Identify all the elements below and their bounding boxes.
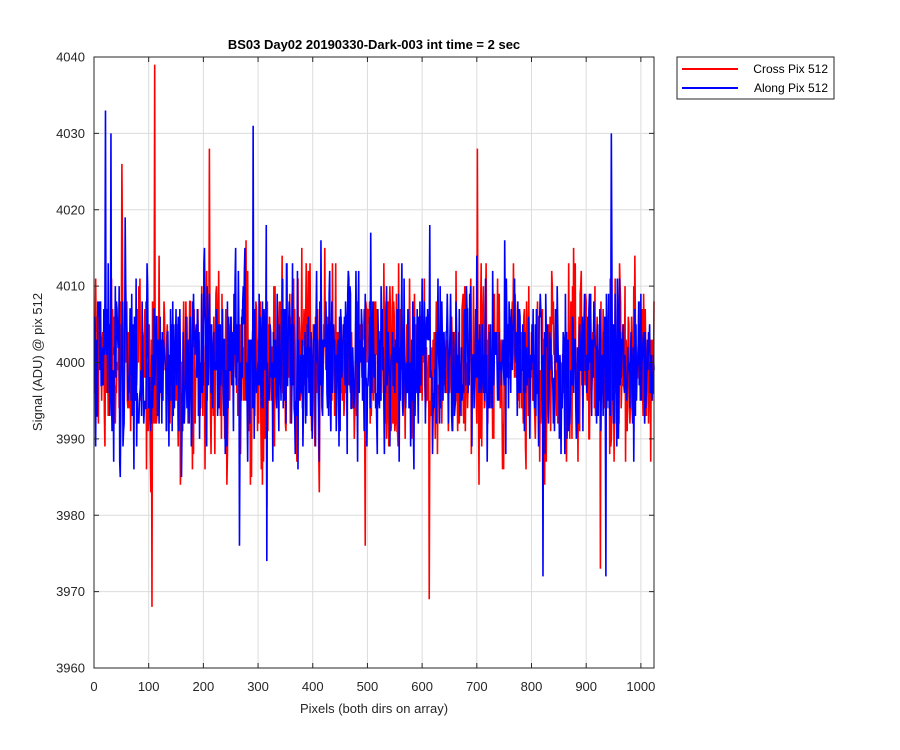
chart-title: BS03 Day02 20190330-Dark-003 int time = … (228, 37, 520, 52)
x-tick-label: 900 (575, 679, 597, 694)
x-tick-label: 100 (138, 679, 160, 694)
x-tick-label: 300 (247, 679, 269, 694)
ticks: 0 100 200 300 400 500 600 700 800 900 1000 3960 3970… (56, 50, 655, 695)
y-tick-label: 4000 (56, 355, 85, 370)
x-tick-label: 1000 (626, 679, 655, 694)
series-layer (93, 64, 655, 607)
y-tick-label: 4020 (56, 202, 85, 217)
x-tick-label: 400 (302, 679, 324, 694)
series-line-1 (93, 110, 655, 577)
y-tick-label: 4030 (56, 126, 85, 141)
y-tick-label: 3990 (56, 431, 85, 446)
y-tick-label: 4010 (56, 279, 85, 294)
legend-label-cross: Cross Pix 512 (753, 62, 828, 76)
x-tick-label: 800 (521, 679, 543, 694)
legend: Cross Pix 512 Along Pix 512 (676, 56, 835, 100)
y-axis-label: Signal (ADU) @ pix 512 (30, 293, 45, 431)
x-axis-label: Pixels (both dirs on array) (300, 701, 448, 716)
x-tick-label: 500 (357, 679, 379, 694)
x-tick-label: 0 (90, 679, 97, 694)
x-tick-label: 200 (193, 679, 215, 694)
y-tick-label: 4040 (56, 50, 85, 65)
x-tick-label: 700 (466, 679, 488, 694)
y-tick-label: 3980 (56, 508, 85, 523)
y-tick-label: 3970 (56, 584, 85, 599)
x-tick-label: 600 (411, 679, 433, 694)
legend-box (676, 56, 835, 100)
y-tick-label: 3960 (56, 661, 85, 676)
legend-label-along: Along Pix 512 (754, 81, 828, 95)
